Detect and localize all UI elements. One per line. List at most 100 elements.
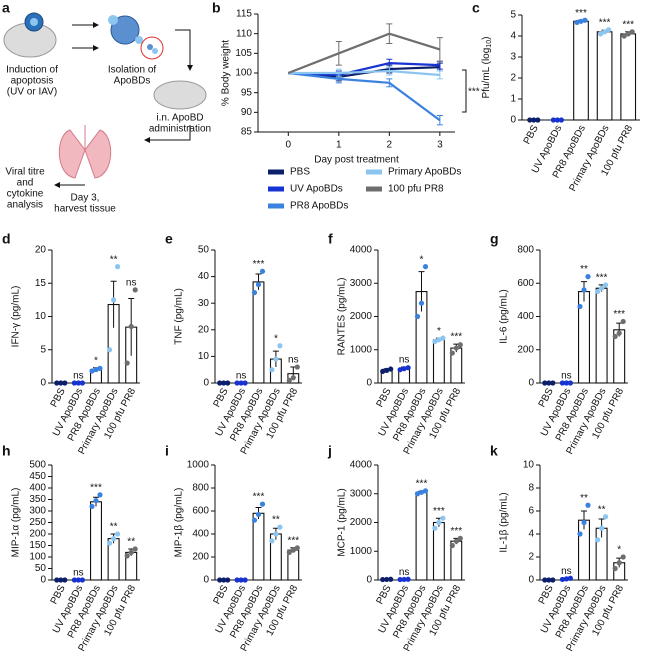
- data-point: [432, 525, 438, 531]
- y-tick-label: 500: [29, 460, 46, 471]
- y-tick-label: 1: [510, 94, 516, 105]
- y-tick-label: 100: [29, 552, 46, 563]
- significance-label: ***: [287, 535, 299, 546]
- data-point: [567, 380, 574, 386]
- cell-nucleus: [30, 18, 38, 26]
- y-tick-label: 600: [517, 278, 534, 289]
- data-point: [238, 380, 244, 386]
- y-tick-label: 50: [35, 563, 47, 574]
- data-point: [290, 375, 296, 381]
- y-axis-label: MIP-1α (pg/mL): [11, 488, 22, 558]
- data-point: [97, 492, 103, 498]
- significance-label: **: [580, 493, 588, 504]
- data-point: [255, 511, 262, 518]
- data-point: [436, 519, 442, 526]
- data-point: [62, 380, 68, 386]
- data-point: [255, 281, 262, 288]
- data-point: [290, 547, 296, 553]
- data-point: [273, 531, 279, 537]
- data-point: [612, 333, 618, 340]
- data-point: [124, 553, 130, 559]
- data-point: [599, 525, 605, 531]
- data-point: [405, 365, 411, 371]
- diagram-text: cytokine: [7, 189, 44, 200]
- y-tick-label: 600: [192, 506, 209, 517]
- diagram-text: harvest tissue: [54, 204, 116, 215]
- y-axis-label: TNF (pg/mL): [174, 288, 185, 345]
- data-point: [54, 380, 60, 386]
- bar: [620, 33, 637, 121]
- y-tick-label: 400: [192, 529, 209, 540]
- y-tick-label: 10: [198, 351, 210, 362]
- data-point: [436, 337, 442, 343]
- series-line: [288, 69, 440, 77]
- data-point: [221, 380, 227, 386]
- data-point: [225, 380, 231, 386]
- y-tick-label: 20: [198, 324, 210, 335]
- data-point: [535, 117, 541, 123]
- data-point: [124, 360, 130, 366]
- y-tick-label: 40: [198, 271, 210, 282]
- data-point: [616, 330, 622, 336]
- y-tick-label: 5: [510, 10, 516, 21]
- diagram-text: Induction of: [6, 65, 58, 76]
- significance-label: ***: [622, 19, 634, 30]
- y-tick-label: 4: [528, 529, 534, 540]
- panel-label: g: [490, 231, 499, 247]
- y-tick-label: 50: [198, 245, 210, 256]
- data-point: [563, 380, 570, 386]
- significance-label: *: [94, 355, 98, 366]
- data-point: [388, 366, 394, 372]
- y-tick-label: 1000: [350, 344, 373, 355]
- data-point: [269, 538, 275, 544]
- data-point: [111, 297, 117, 303]
- lungs: [58, 129, 112, 179]
- y-tick-label: 10: [35, 311, 47, 322]
- x-axis-label: Day post treatment: [314, 155, 399, 166]
- data-point: [132, 287, 138, 293]
- data-point: [71, 380, 77, 386]
- significance-label: *: [274, 333, 278, 344]
- y-tick-label: 2: [510, 73, 516, 84]
- legend-label: PR8 ApoBDs: [290, 201, 348, 212]
- data-point: [294, 364, 300, 370]
- diagram-text: administration: [149, 124, 211, 135]
- y-axis-label: Pfu/mL (log10): [481, 37, 493, 99]
- legend-label: PBS: [290, 167, 310, 178]
- significance-label: *: [617, 545, 621, 556]
- data-point: [286, 377, 292, 383]
- y-tick-label: 105: [235, 48, 252, 59]
- diagram-text: and: [17, 178, 34, 189]
- data-point: [440, 335, 446, 341]
- data-point: [578, 18, 584, 24]
- data-point: [79, 577, 85, 583]
- error-bar: [255, 273, 262, 290]
- y-tick-label: 0: [528, 575, 534, 586]
- y-tick-label: 100: [235, 68, 252, 79]
- data-point: [58, 380, 64, 386]
- data-point: [574, 19, 580, 25]
- data-point: [384, 576, 390, 583]
- data-point: [440, 515, 446, 521]
- y-tick-label: 0: [40, 575, 46, 586]
- data-point: [221, 577, 227, 583]
- data-point: [277, 343, 283, 349]
- y-tick-label: 0: [366, 575, 372, 586]
- data-point: [380, 576, 386, 583]
- data-point: [54, 577, 60, 583]
- data-point: [559, 576, 566, 583]
- y-tick-label: 4: [510, 31, 516, 42]
- data-point: [97, 365, 103, 371]
- data-point: [625, 31, 631, 37]
- data-point: [414, 313, 421, 320]
- significance-label: ns: [73, 568, 84, 579]
- y-tick-label: 400: [29, 483, 46, 494]
- bar: [595, 287, 608, 384]
- data-point: [93, 498, 99, 504]
- y-axis-label-part: ): [481, 37, 492, 40]
- y-tick-label: 150: [29, 540, 46, 551]
- data-point: [251, 517, 258, 523]
- data-point: [294, 545, 300, 551]
- significance-label: ***: [596, 273, 608, 284]
- y-axis-label: IL-1β (pg/mL): [499, 492, 510, 552]
